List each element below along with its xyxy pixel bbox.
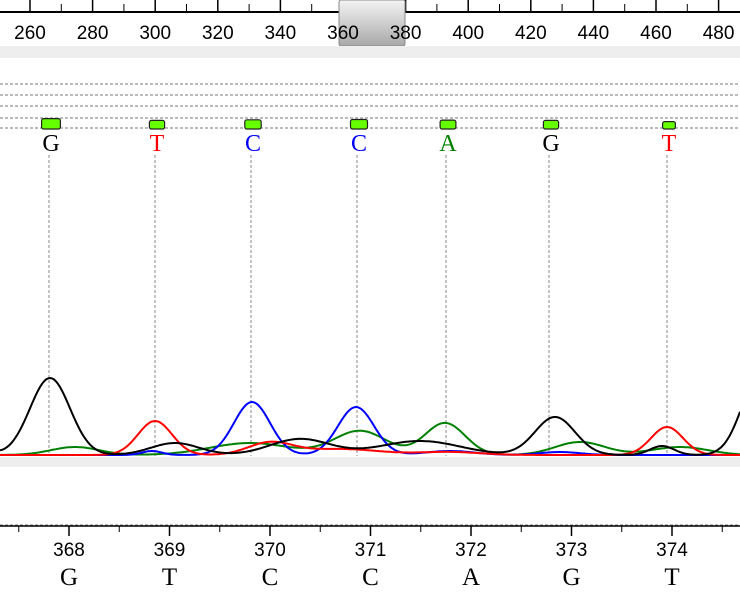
quality-bar bbox=[661, 120, 676, 130]
bottom-base-letter: A bbox=[462, 564, 480, 591]
base-call-letter[interactable]: C bbox=[245, 131, 261, 157]
ruler-separator bbox=[0, 46, 740, 58]
bottom-position-label: 374 bbox=[656, 540, 688, 561]
quality-bar bbox=[40, 117, 61, 130]
bottom-base-letter: C bbox=[262, 564, 279, 591]
top-tick-label: 440 bbox=[578, 23, 610, 44]
quality-guide-lines bbox=[0, 83, 740, 129]
bottom-position-label: 368 bbox=[53, 540, 85, 561]
top-tick-label: 400 bbox=[452, 23, 484, 44]
top-tick-label: 460 bbox=[640, 23, 672, 44]
base-call-letter[interactable]: G bbox=[42, 131, 59, 157]
base-call-letter[interactable]: T bbox=[150, 131, 165, 157]
bottom-base-letter: G bbox=[562, 564, 580, 591]
bottom-position-label: 372 bbox=[455, 540, 487, 561]
base-call-letter[interactable]: C bbox=[351, 131, 367, 157]
bottom-base-letter: T bbox=[162, 564, 177, 591]
quality-bar bbox=[349, 118, 369, 130]
base-call-letter[interactable]: A bbox=[439, 131, 457, 157]
quality-bar bbox=[542, 119, 560, 130]
top-tick-label: 280 bbox=[77, 23, 109, 44]
quality-bar bbox=[439, 119, 457, 130]
top-tick-label: 480 bbox=[703, 23, 735, 44]
trace-g bbox=[0, 376, 740, 456]
top-scale-ruler: 260 280 300 320 340 360 380 400 420 440 460 480 bbox=[0, 0, 740, 47]
trace-baseline-band bbox=[0, 457, 740, 467]
bottom-position-scale: 368 G 369 T 370 C 371 C 372 A 373 G 374 T bbox=[0, 525, 740, 591]
bottom-position-label: 370 bbox=[254, 540, 286, 561]
base-call-letter[interactable]: T bbox=[662, 131, 677, 157]
quality-bar bbox=[244, 119, 262, 130]
bottom-base-letter: G bbox=[60, 564, 78, 591]
bottom-base-letter: T bbox=[664, 564, 679, 591]
quality-bar bbox=[148, 119, 166, 130]
top-tick-label: 320 bbox=[202, 23, 234, 44]
top-tick-label: 360 bbox=[327, 23, 359, 44]
top-tick-label: 340 bbox=[265, 23, 297, 44]
top-tick-label: 380 bbox=[390, 23, 422, 44]
top-tick-label: 300 bbox=[139, 23, 171, 44]
top-tick-label: 260 bbox=[14, 23, 46, 44]
bottom-position-label: 369 bbox=[154, 540, 186, 561]
base-call-letter[interactable]: G bbox=[542, 131, 559, 157]
bottom-base-letter: C bbox=[362, 564, 379, 591]
top-tick-label: 420 bbox=[515, 23, 547, 44]
bottom-position-label: 371 bbox=[355, 540, 387, 561]
bottom-position-label: 373 bbox=[556, 540, 588, 561]
trace-area bbox=[0, 376, 740, 456]
trace-t bbox=[0, 420, 740, 456]
